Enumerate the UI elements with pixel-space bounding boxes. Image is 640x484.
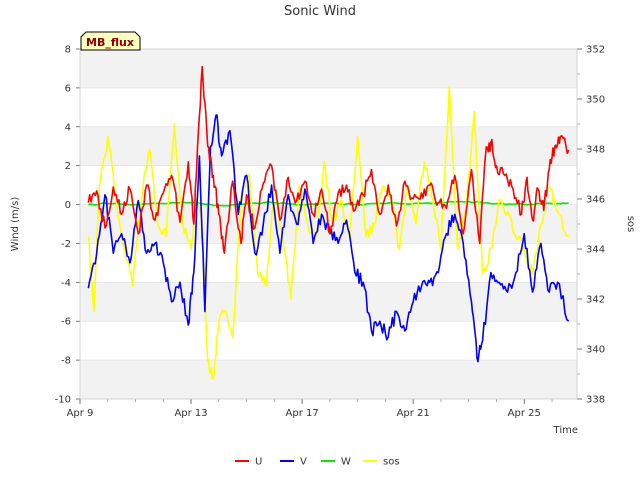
y-right-tick-label: 348 [586, 145, 605, 156]
series-line-u [87, 65, 570, 254]
y-left-tick-label: 8 [65, 45, 71, 56]
y-left-tick-label: 6 [65, 83, 71, 94]
y-left-tick-label: -6 [61, 317, 71, 328]
y-left-tick-label: -2 [61, 239, 71, 250]
y-right-tick-label: 346 [586, 195, 605, 206]
x-tick-label: Apr 9 [67, 408, 94, 419]
x-tick-label: Apr 25 [508, 408, 541, 419]
plot-frame [79, 48, 578, 400]
y-left-tick-label: -10 [55, 395, 71, 406]
grid-band [80, 360, 577, 399]
y-left-tick-label: -8 [61, 356, 71, 367]
mb-flux-badge: MB_flux [80, 31, 141, 51]
legend-label-sos: sos [383, 457, 400, 468]
legend-label-w: W [341, 457, 351, 468]
y-right-tick-label: 350 [586, 95, 605, 106]
x-axis-label: Time [553, 425, 578, 436]
grid-band [80, 126, 577, 166]
y-right-tick-label: 340 [586, 345, 605, 356]
x-tick-label: Apr 17 [286, 408, 319, 419]
y-axis-right-label: sos [625, 216, 636, 233]
x-tick-label: Apr 13 [174, 408, 207, 419]
y-axis-left-label: Wind (m/s) [10, 197, 21, 252]
series-line-v [87, 114, 570, 363]
x-tick-label: Apr 21 [397, 408, 430, 419]
y-right-tick-label: 342 [586, 295, 605, 306]
grid-band [80, 49, 577, 88]
grid-band [80, 282, 577, 322]
series-line-sos [87, 85, 569, 380]
badge-label: MB_flux [86, 36, 134, 49]
y-right-tick-label: 352 [586, 45, 605, 56]
chart-title: Sonic Wind [284, 4, 356, 19]
y-left-tick-label: -4 [61, 278, 71, 289]
legend-label-u: U [255, 457, 262, 468]
y-right-tick-label: 338 [586, 395, 605, 406]
y-right-tick-label: 344 [586, 245, 605, 256]
y-left-tick-label: 2 [65, 161, 71, 172]
y-left-tick-label: 4 [65, 122, 71, 133]
legend-label-v: V [300, 457, 307, 468]
y-left-tick-label: 0 [65, 200, 71, 211]
badge-shape [80, 31, 141, 51]
